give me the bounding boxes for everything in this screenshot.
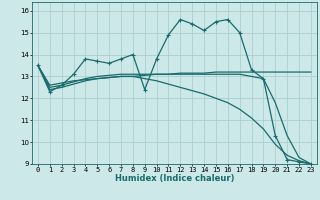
X-axis label: Humidex (Indice chaleur): Humidex (Indice chaleur) — [115, 174, 234, 183]
